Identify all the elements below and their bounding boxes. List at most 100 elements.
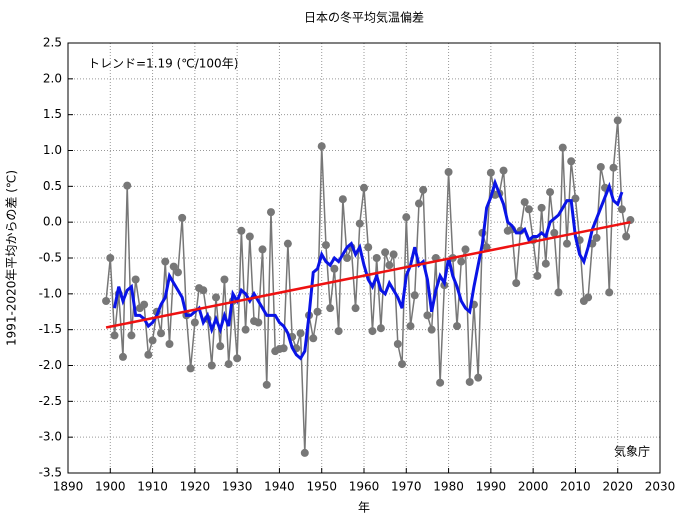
data-point	[605, 288, 614, 297]
data-point	[427, 325, 436, 334]
data-point	[123, 181, 132, 190]
x-tick-label: 2020	[602, 480, 633, 494]
data-point	[118, 352, 127, 361]
data-point	[554, 288, 563, 297]
data-point	[169, 262, 178, 271]
data-point	[241, 325, 250, 334]
data-point	[444, 168, 453, 176]
y-tick-label: 2.5	[43, 36, 62, 50]
data-point	[207, 361, 216, 370]
data-point	[537, 203, 546, 212]
y-tick-label: -0.5	[39, 251, 62, 265]
y-tick-label: 0.5	[43, 179, 62, 193]
data-point	[414, 199, 423, 208]
data-point	[148, 336, 157, 345]
y-tick-label: 0.0	[43, 215, 62, 229]
data-point	[368, 327, 377, 336]
data-point	[127, 331, 136, 340]
data-point	[622, 232, 631, 241]
data-point	[266, 208, 275, 217]
data-point	[237, 226, 246, 235]
data-point	[436, 378, 445, 387]
data-point	[186, 364, 195, 373]
y-axis-label: 1991-2020年平均からの差 (℃)	[5, 170, 19, 346]
data-point	[571, 194, 580, 203]
data-point	[376, 324, 385, 333]
x-axis-label: 年	[358, 501, 370, 515]
x-tick-label: 2030	[645, 480, 676, 494]
data-point	[423, 311, 432, 320]
data-point	[178, 213, 187, 222]
data-point	[389, 250, 398, 259]
data-point	[592, 233, 601, 242]
data-point	[216, 342, 225, 351]
data-point	[486, 168, 495, 177]
y-tick-label: -2.0	[39, 358, 62, 372]
y-tick-label: 2.0	[43, 71, 62, 85]
data-point	[110, 331, 119, 340]
data-point	[220, 275, 229, 284]
x-tick-label: 1990	[476, 480, 507, 494]
data-point	[258, 245, 267, 254]
data-point	[360, 183, 368, 192]
y-tick-label: -3.0	[39, 430, 62, 444]
data-point	[562, 239, 571, 248]
data-point	[199, 286, 208, 295]
data-point	[296, 329, 305, 338]
data-point	[550, 228, 559, 237]
data-point	[546, 188, 555, 197]
data-point	[406, 322, 415, 331]
data-point	[144, 350, 153, 359]
data-point	[106, 254, 115, 262]
data-point	[567, 157, 576, 166]
data-point	[330, 264, 339, 273]
data-point	[317, 142, 326, 151]
data-point	[609, 163, 618, 172]
data-point	[224, 360, 233, 369]
x-tick-label: 1900	[95, 480, 126, 494]
series-line	[105, 120, 632, 453]
data-point	[410, 291, 419, 300]
data-point	[245, 232, 254, 241]
data-point	[351, 304, 360, 313]
data-point	[402, 213, 411, 222]
data-point	[338, 195, 347, 204]
data-point	[283, 239, 292, 248]
data-point	[393, 340, 402, 348]
trend-annotation: トレンド=1.19 (℃/100年)	[88, 57, 238, 71]
data-point	[300, 448, 309, 457]
data-point	[165, 340, 174, 348]
data-point	[558, 143, 567, 152]
data-point	[457, 257, 466, 266]
data-point	[372, 254, 381, 262]
data-point	[355, 219, 364, 228]
data-point	[617, 205, 626, 214]
data-point	[279, 344, 288, 353]
data-point	[262, 380, 271, 389]
plot-frame	[67, 42, 661, 474]
data-point	[161, 257, 170, 266]
y-tick-label: -3.5	[39, 466, 62, 480]
data-point	[474, 373, 483, 382]
x-tick-label: 1950	[306, 480, 337, 494]
data-point	[102, 297, 111, 305]
data-point	[131, 275, 140, 284]
data-point	[613, 116, 622, 125]
data-point	[140, 300, 149, 309]
data-point	[254, 318, 263, 327]
y-tick-label: -1.0	[39, 286, 62, 300]
trend-line	[105, 220, 631, 329]
y-tick-label: -2.5	[39, 394, 62, 408]
data-point	[334, 327, 343, 336]
data-point	[313, 307, 322, 316]
x-tick-label: 1920	[180, 480, 211, 494]
x-tick-label: 1940	[264, 480, 295, 494]
data-point	[524, 205, 533, 214]
series-line	[113, 178, 624, 361]
data-point	[596, 162, 605, 171]
x-tick-label: 1890	[53, 480, 84, 494]
y-tick-label: -1.5	[39, 322, 62, 336]
data-point	[343, 254, 352, 262]
data-point	[212, 293, 220, 302]
chart-title: 日本の冬平均気温偏差	[304, 10, 424, 25]
